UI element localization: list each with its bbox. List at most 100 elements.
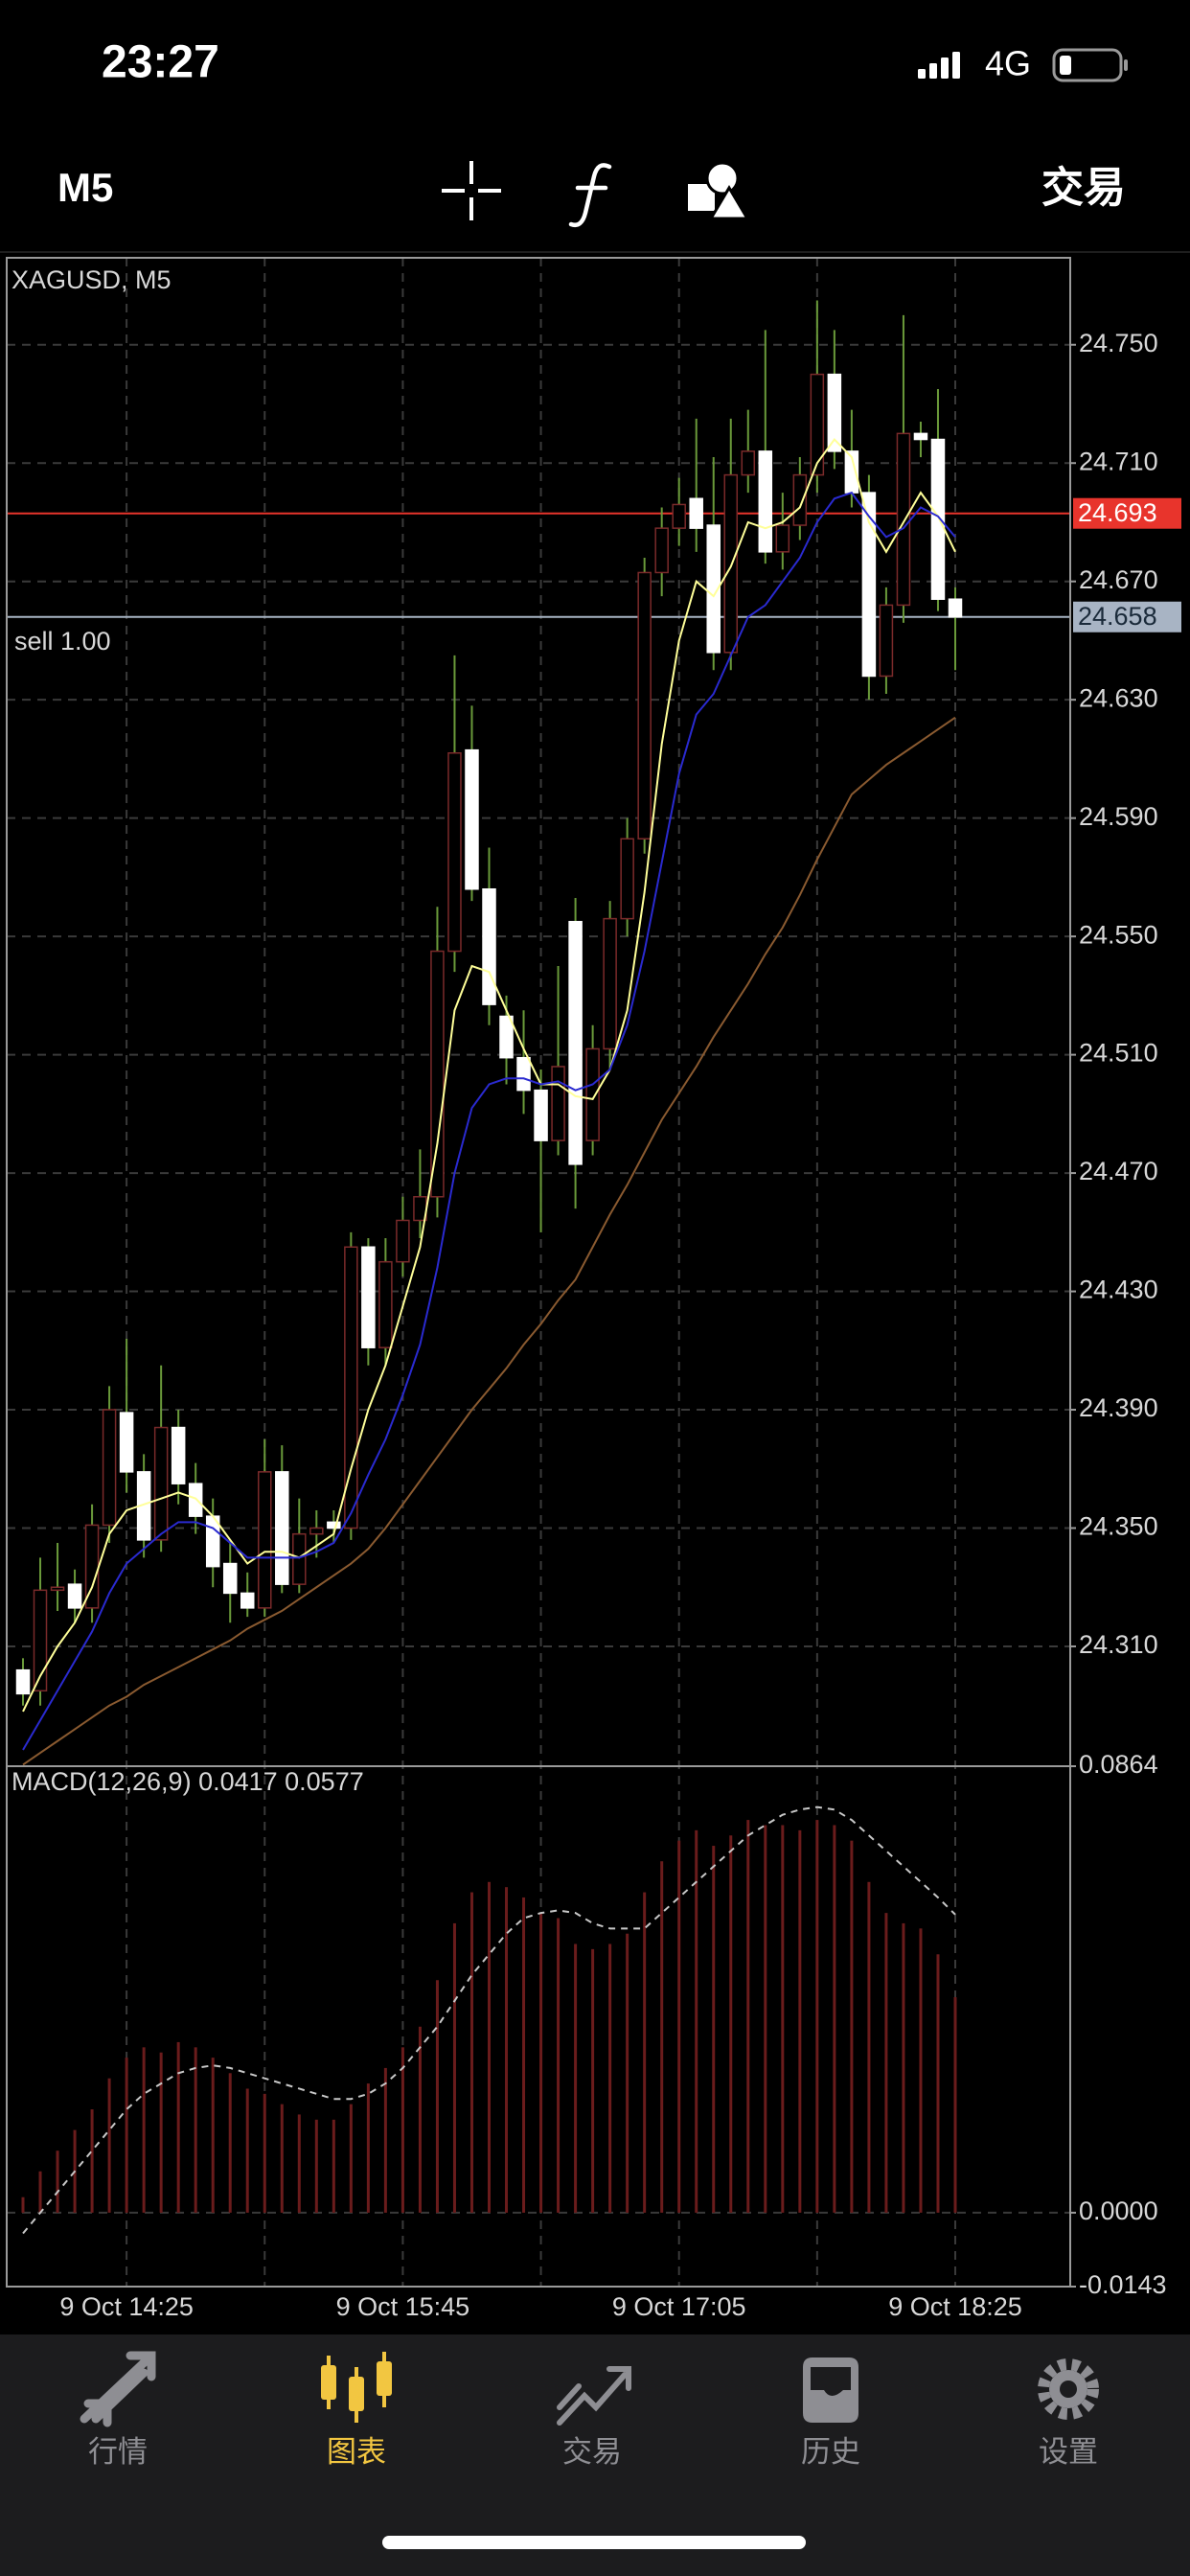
price-tag-label: 24.658 <box>1078 602 1157 631</box>
histogram-bar <box>400 2047 404 2213</box>
y-tick-label: 24.510 <box>1079 1039 1158 1068</box>
histogram-bar <box>626 1933 629 2213</box>
histogram-bar <box>435 1980 439 2213</box>
candle-body <box>758 450 773 553</box>
candle-body <box>723 473 739 654</box>
y-tick-label: 24.630 <box>1079 683 1158 712</box>
candle-body <box>654 527 669 574</box>
price-tag <box>1073 497 1181 529</box>
candle-body <box>861 492 877 678</box>
battery-nub <box>1124 59 1128 71</box>
objects-button[interactable] <box>688 161 750 220</box>
order-label: sell 1.00 <box>14 627 111 656</box>
candle-body <box>327 1521 341 1530</box>
histogram-bar <box>798 1829 802 2213</box>
histogram-bar <box>815 1820 819 2213</box>
candle-body <box>119 1412 134 1473</box>
tab-history[interactable]: 历史 <box>801 2358 860 2469</box>
candle-body <box>482 887 496 1005</box>
histogram-bar <box>418 2026 422 2213</box>
indicator-title: MACD(12,26,9) 0.0417 0.0577 <box>11 1767 364 1796</box>
timeframe-button[interactable]: M5 <box>57 165 113 210</box>
y-tick-label: 24.430 <box>1079 1276 1158 1304</box>
histogram-bar <box>263 2093 266 2213</box>
candle-body <box>378 1260 393 1348</box>
histogram-bar <box>107 2078 111 2213</box>
histogram-bar <box>21 2196 25 2213</box>
tab-settings[interactable]: 设置 <box>1038 2358 1099 2469</box>
histogram-bar <box>833 1825 836 2213</box>
candle-body <box>258 1471 272 1609</box>
tab-label: 图表 <box>327 2435 386 2469</box>
histogram-bar <box>539 1913 543 2213</box>
histogram-bar <box>936 1954 940 2213</box>
trade-button[interactable]: 交易 <box>1041 165 1126 212</box>
x-tick-label: 9 Oct 18:25 <box>888 2292 1022 2321</box>
histogram-bar <box>608 1944 612 2213</box>
histogram-bar <box>902 1922 905 2213</box>
tab-chart[interactable]: 图表 <box>321 2352 392 2469</box>
candle-body <box>309 1527 324 1535</box>
y-tick-label: 24.670 <box>1079 565 1158 594</box>
price-tag-label: 24.693 <box>1078 498 1157 527</box>
candle-body <box>775 524 790 553</box>
candle-body <box>706 524 721 654</box>
candle-body <box>603 917 617 1050</box>
signal-bar <box>929 63 937 79</box>
histogram-bar <box>695 1829 698 2213</box>
histogram-bar <box>142 2047 146 2213</box>
candle-body <box>948 598 963 618</box>
histogram-bar <box>159 2052 163 2213</box>
tab-label: 交易 <box>562 2435 622 2469</box>
histogram-bar <box>488 1881 491 2213</box>
histogram-bar <box>712 1846 716 2213</box>
battery <box>1052 48 1123 82</box>
x-tick-label: 9 Oct 17:05 <box>612 2292 746 2321</box>
candle-body <box>637 571 652 840</box>
indicators-button[interactable] <box>568 163 612 227</box>
candle-body <box>15 1668 31 1695</box>
moving-average <box>22 437 956 1713</box>
histogram-bar <box>332 2119 335 2213</box>
histogram-bar <box>746 1820 750 2213</box>
tab-label: 设置 <box>1039 2435 1098 2469</box>
crosshair-button[interactable] <box>442 161 501 220</box>
tab-trade[interactable]: 交易 <box>557 2366 631 2469</box>
histogram-bar <box>245 2088 249 2213</box>
signal-bar <box>941 58 949 79</box>
tab-bar: 行情 图表 交易 历史 设置 <box>0 2334 1190 2576</box>
chart-frame <box>6 257 1071 2288</box>
signal-bar <box>918 69 926 79</box>
network: 4G <box>985 44 1031 83</box>
histogram-bar <box>125 2058 128 2213</box>
clock: 23:27 <box>102 37 219 88</box>
chart-title: XAGUSD, M5 <box>11 265 172 294</box>
candle-body <box>741 450 756 476</box>
histogram-bar <box>953 1997 957 2213</box>
chart-area[interactable]: XAGUSD, M5 9 Oct 14:25 9 Oct 15:45 9 Oct 1… <box>6 257 1181 2321</box>
candle-body <box>792 473 808 526</box>
tab-quotes[interactable]: 行情 <box>80 2351 156 2469</box>
histogram-bar <box>781 1825 785 2213</box>
home-indicator <box>382 2536 806 2549</box>
y-tick-label: 24.710 <box>1079 447 1158 475</box>
candle-body <box>516 1056 531 1092</box>
histogram-bar <box>557 1918 561 2213</box>
histogram-bar <box>591 1948 595 2213</box>
candle-body <box>222 1562 238 1595</box>
histogram-bar <box>884 1913 888 2213</box>
y-tick-label: 24.590 <box>1079 802 1158 831</box>
histogram-bar <box>176 2041 180 2213</box>
histogram-bar <box>677 1840 681 2213</box>
tab-label: 历史 <box>801 2435 860 2469</box>
histogram-bar <box>38 2171 42 2213</box>
candle-body <box>171 1426 186 1484</box>
histogram-bar <box>729 1835 733 2213</box>
candle-body <box>810 373 825 476</box>
candle-body <box>188 1483 203 1517</box>
histogram-bar <box>366 2083 370 2213</box>
x-tick-label: 9 Oct 15:45 <box>336 2292 470 2321</box>
candle-body <box>879 604 894 678</box>
